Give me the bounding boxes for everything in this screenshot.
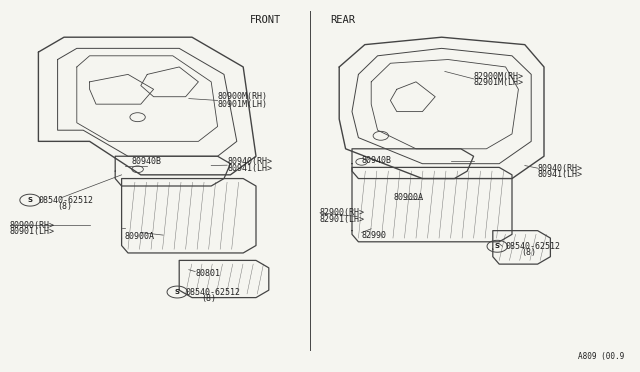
Text: 80900A: 80900A	[394, 193, 424, 202]
Text: 80801: 80801	[195, 269, 220, 278]
Text: (8): (8)	[58, 202, 72, 211]
Text: A809 (00.9: A809 (00.9	[578, 352, 624, 361]
Text: 80941(LH>: 80941(LH>	[538, 170, 582, 179]
Text: 80901(LH>: 80901(LH>	[10, 227, 54, 236]
Text: 80941(LH>: 80941(LH>	[227, 164, 272, 173]
Text: S: S	[175, 289, 180, 295]
Text: 80900A: 80900A	[125, 232, 155, 241]
Text: 82900(RH>: 82900(RH>	[320, 208, 365, 217]
Text: (8): (8)	[522, 248, 536, 257]
Text: 82901(LH>: 82901(LH>	[320, 215, 365, 224]
Text: 08540-62512: 08540-62512	[38, 196, 93, 205]
Text: 80901M(LH): 80901M(LH)	[218, 100, 268, 109]
Text: 82900M(RH>: 82900M(RH>	[474, 72, 524, 81]
Text: REAR: REAR	[330, 16, 355, 25]
Text: (8): (8)	[202, 294, 216, 303]
Text: 80900M(RH): 80900M(RH)	[218, 92, 268, 101]
Text: 80900(RH>: 80900(RH>	[10, 221, 54, 230]
Text: S: S	[28, 197, 33, 203]
Text: 82901M(LH>: 82901M(LH>	[474, 78, 524, 87]
Text: 80940B: 80940B	[362, 156, 392, 165]
Text: 80940(RH>: 80940(RH>	[538, 164, 582, 173]
Text: 08540-62512: 08540-62512	[186, 288, 241, 296]
Text: 80940B: 80940B	[131, 157, 161, 166]
Text: S: S	[495, 243, 500, 249]
Text: 08540-62512: 08540-62512	[506, 242, 561, 251]
Text: 82990: 82990	[362, 231, 387, 240]
Text: FRONT: FRONT	[250, 16, 281, 25]
Text: 80940(RH>: 80940(RH>	[227, 157, 272, 166]
